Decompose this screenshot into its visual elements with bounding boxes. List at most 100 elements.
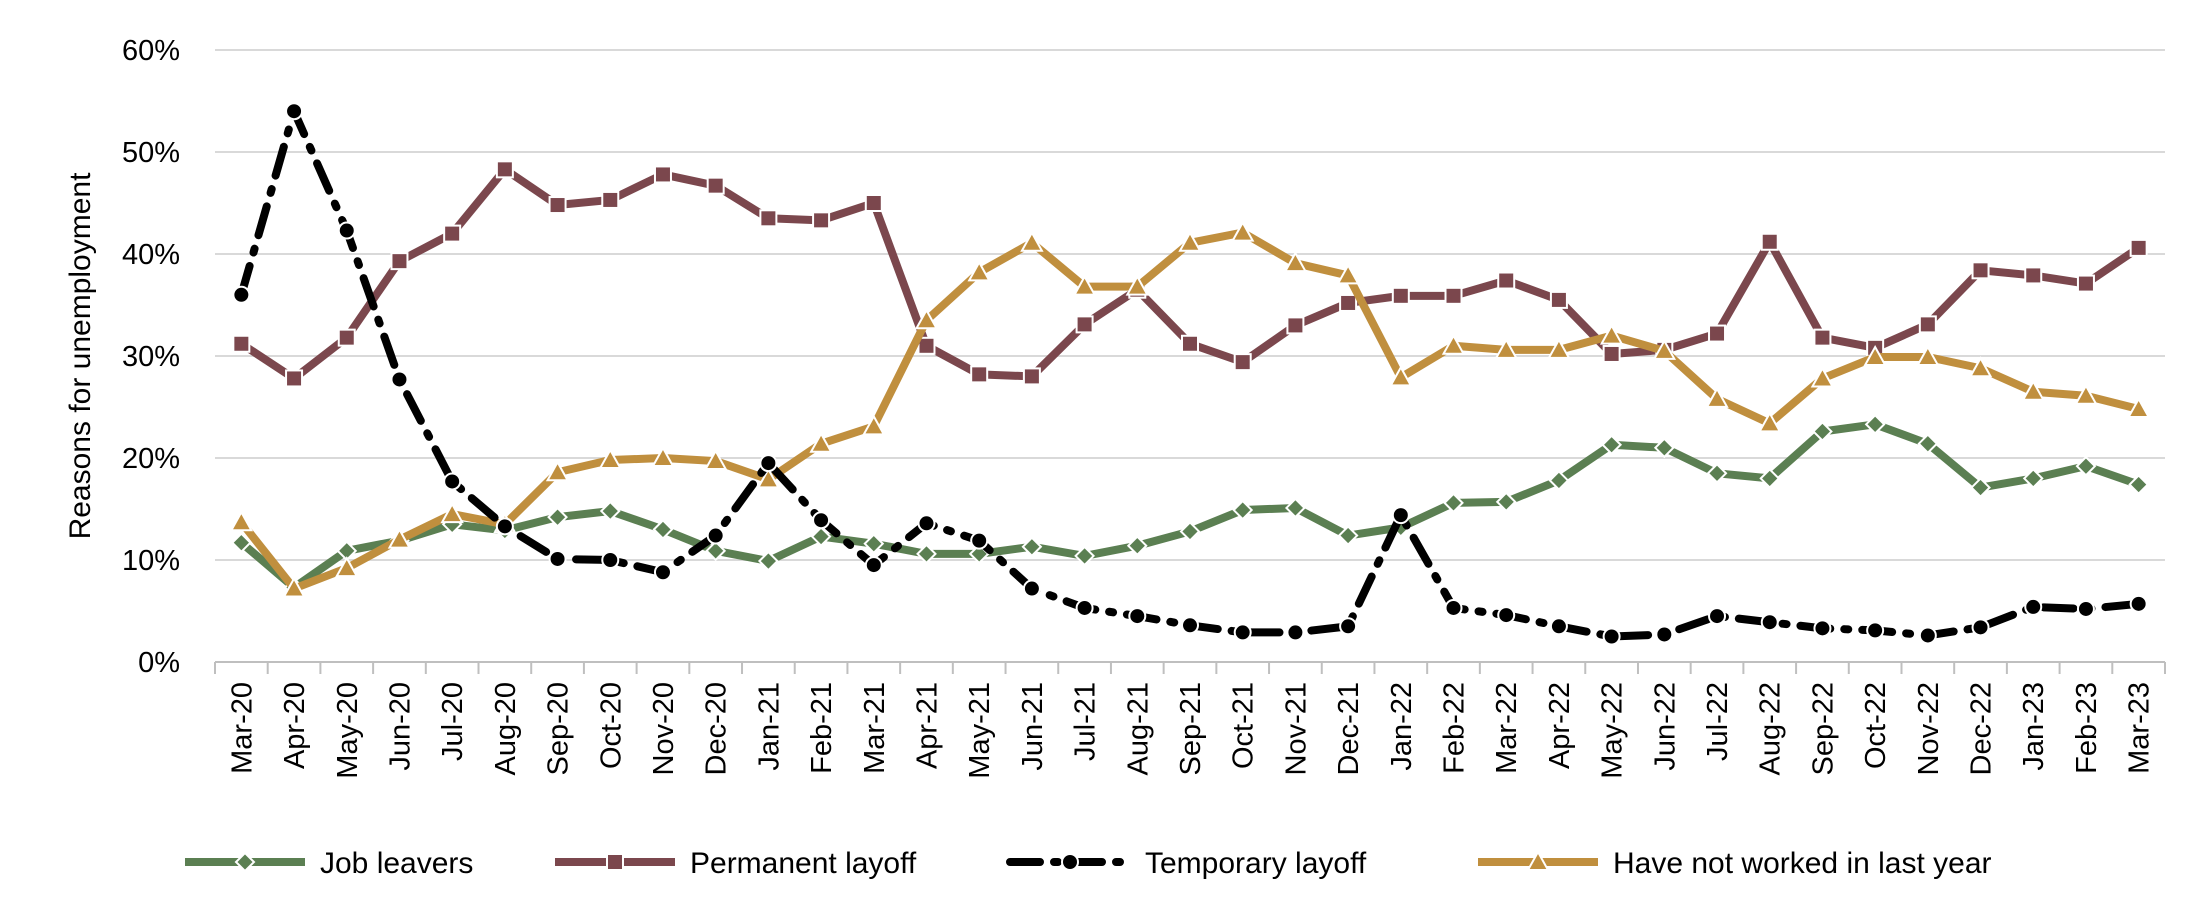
data-point [443, 472, 462, 491]
x-tick-label: Dec-20 [701, 682, 733, 776]
data-point [1286, 316, 1305, 335]
legend-label: Temporary layoff [1145, 847, 1367, 880]
x-tick-label: Jun-20 [384, 682, 416, 771]
legend: Job leavers Permanent layoff Temporary lay… [185, 847, 1992, 880]
data-point [335, 556, 359, 578]
data-point [1759, 467, 1781, 489]
data-point [970, 531, 989, 550]
data-point [1075, 598, 1094, 617]
y-tick-label: 10% [122, 545, 180, 577]
data-point [1918, 315, 1937, 334]
data-point [1812, 421, 1833, 442]
x-tick-label: Oct-20 [595, 682, 627, 769]
y-tick-label: 30% [122, 341, 180, 373]
series-lines [229, 102, 2151, 646]
x-tick-label: Jun-22 [1649, 682, 1681, 771]
data-point [970, 365, 989, 384]
data-point [1813, 619, 1832, 638]
series-line [237, 107, 2143, 641]
data-point [1760, 232, 1779, 251]
data-point [1441, 333, 1466, 355]
data-point [1339, 293, 1358, 312]
data-point [2074, 383, 2098, 405]
data-point [2076, 274, 2095, 293]
y-tick-label: 0% [138, 647, 180, 679]
x-tick-label: Mar-21 [859, 682, 891, 774]
data-point [545, 460, 570, 482]
data-point [1813, 328, 1832, 347]
data-point [706, 526, 725, 545]
x-tick-label: Jun-21 [1017, 682, 1049, 771]
x-axis: Mar-20 Apr-20 May-20 Jun-20 Jul-20 Aug-20 Sep-… [214, 661, 2166, 779]
data-point [1020, 230, 1044, 252]
data-point [1061, 853, 1079, 871]
x-tick-label: Jan-21 [753, 682, 785, 771]
data-point [1708, 607, 1727, 626]
data-point [1968, 356, 1993, 378]
data-point [1971, 261, 1990, 280]
data-point [1181, 334, 1199, 353]
data-point [652, 518, 674, 540]
data-point [705, 540, 727, 562]
data-point [1706, 462, 1728, 484]
data-point [810, 526, 832, 547]
x-tick-label: Sep-20 [543, 682, 575, 776]
data-point [1971, 618, 1990, 637]
data-point [1863, 344, 1887, 367]
x-tick-label: Apr-21 [911, 682, 943, 769]
data-point [703, 449, 728, 471]
x-tick-label: Sep-21 [1175, 682, 1207, 776]
data-point [440, 502, 464, 524]
x-tick-label: Apr-20 [279, 682, 311, 769]
data-point [917, 514, 936, 533]
data-point [2076, 599, 2095, 618]
data-point [916, 543, 937, 565]
data-point [1444, 598, 1463, 617]
data-point [1601, 434, 1623, 456]
data-point [653, 165, 672, 184]
series-permanent-layoff [232, 160, 2148, 388]
data-point [914, 308, 939, 330]
legend-item: Have not worked in last year [1478, 847, 1992, 880]
data-point [387, 527, 412, 549]
data-point [606, 853, 624, 871]
data-point [812, 211, 831, 230]
data-point [1391, 286, 1410, 305]
data-point [599, 500, 621, 522]
data-point [1705, 386, 1729, 408]
x-tick-label: Oct-22 [1860, 682, 1892, 769]
data-point [1125, 274, 1149, 296]
data-point [601, 551, 620, 569]
data-point [547, 506, 568, 528]
data-point [1284, 497, 1306, 519]
x-tick-label: Jul-21 [1070, 682, 1102, 761]
x-tick-label: Aug-20 [490, 682, 522, 776]
data-point [756, 467, 781, 489]
data-point [1181, 616, 1199, 635]
data-point [1233, 623, 1252, 642]
legend-item: Job leavers [185, 847, 473, 880]
data-point [1652, 338, 1677, 360]
data-point [1231, 220, 1255, 242]
data-point [1917, 433, 1939, 455]
data-point [601, 190, 620, 209]
data-point [1286, 623, 1305, 642]
data-point [2024, 597, 2043, 616]
x-tick-label: Nov-22 [1913, 682, 1945, 776]
data-point [1599, 323, 1624, 345]
data-point [1549, 290, 1568, 309]
x-tick-label: Nov-20 [648, 682, 680, 776]
x-tick-label: Nov-21 [1280, 682, 1312, 776]
data-point [234, 851, 256, 873]
x-tick-label: Oct-21 [1228, 682, 1260, 769]
gridlines [215, 49, 2165, 561]
data-point [1022, 367, 1041, 386]
x-tick-label: Mar-20 [226, 682, 258, 774]
data-point [862, 414, 886, 436]
data-point [2022, 467, 2044, 489]
data-point [1918, 626, 1937, 645]
data-point [1179, 521, 1201, 542]
data-point [1602, 627, 1621, 646]
x-tick-label: Aug-22 [1755, 682, 1787, 776]
